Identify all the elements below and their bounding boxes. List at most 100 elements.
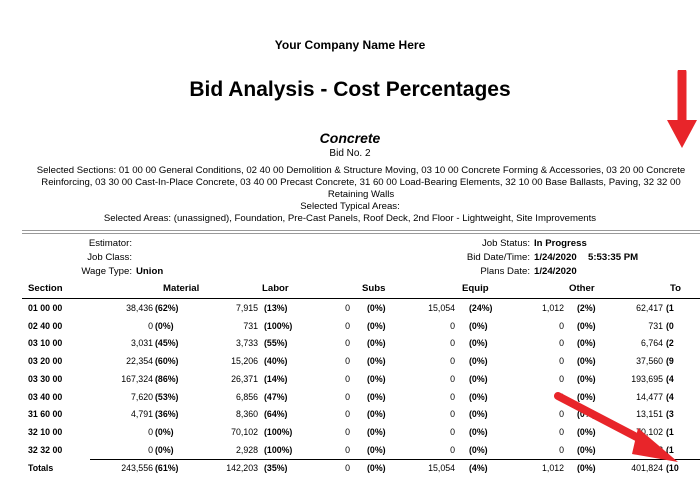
subs-percent: (0%) xyxy=(367,356,386,367)
equip-value: 0 xyxy=(450,356,455,367)
equip-value: 0 xyxy=(450,444,455,455)
labor-percent: (100%) xyxy=(264,426,293,437)
labor-value: 15,206 xyxy=(231,356,258,367)
labor-percent: (14%) xyxy=(264,373,288,384)
totals-label: Totals xyxy=(28,463,54,473)
subs-value: 0 xyxy=(345,356,350,367)
equip-value: 0 xyxy=(450,373,455,384)
subs-value: 0 xyxy=(345,303,350,313)
total-percent: (9 xyxy=(666,356,674,367)
column-header-other: Other xyxy=(569,283,595,294)
section-code: 31 60 00 xyxy=(28,409,63,420)
labor-percent: (13%) xyxy=(264,303,288,313)
subs-value: 0 xyxy=(345,373,350,384)
other-percent: (2%) xyxy=(577,303,596,313)
subs-percent: (0%) xyxy=(367,391,386,402)
equip-percent: (0%) xyxy=(469,426,488,437)
column-header-subs: Subs xyxy=(362,283,386,294)
total-value: 6,764 xyxy=(640,338,663,349)
bid-number: Bid No. 2 xyxy=(329,148,371,159)
section-code: 01 00 00 xyxy=(28,303,63,313)
subs-percent: (0%) xyxy=(367,373,386,384)
total-percent: (1 xyxy=(666,303,674,313)
section-code: 32 32 00 xyxy=(28,444,63,455)
divider xyxy=(22,233,700,234)
equip-percent: (0%) xyxy=(469,444,488,455)
plans-date-label: Plans Date: xyxy=(480,266,530,277)
total-percent: (3 xyxy=(666,409,674,420)
other-value: 0 xyxy=(559,444,564,455)
subs-percent: (0%) xyxy=(367,409,386,420)
labor-percent: (35%) xyxy=(264,463,288,473)
subs-percent: (0%) xyxy=(367,463,386,473)
other-value: 0 xyxy=(559,373,564,384)
total-percent: (4 xyxy=(666,391,674,402)
material-value: 38,436 xyxy=(126,303,153,313)
other-value: 1,012 xyxy=(541,303,564,313)
other-percent: (0%) xyxy=(577,320,596,331)
other-value: 0 xyxy=(559,320,564,331)
total-percent: (0 xyxy=(666,320,674,331)
plans-date-value: 1/24/2020 xyxy=(534,266,577,277)
total-value: 70,102 xyxy=(636,426,663,437)
material-percent: (53%) xyxy=(155,391,179,402)
equip-value: 15,054 xyxy=(428,463,455,473)
other-percent: (0%) xyxy=(577,444,596,455)
equip-value: 0 xyxy=(450,338,455,349)
labor-value: 26,371 xyxy=(231,373,258,384)
other-percent: (0%) xyxy=(577,356,596,367)
subs-value: 0 xyxy=(345,463,350,473)
material-percent: (0%) xyxy=(155,320,174,331)
labor-value: 3,733 xyxy=(235,338,258,349)
project-name: Concrete xyxy=(319,130,381,146)
total-percent: (2 xyxy=(666,338,674,349)
equip-percent: (0%) xyxy=(469,373,488,384)
company-name: Your Company Name Here xyxy=(274,38,426,52)
total-value: 731 xyxy=(648,320,663,331)
labor-value: 7,915 xyxy=(235,303,258,313)
other-percent: (0%) xyxy=(577,391,596,402)
equip-percent: (4%) xyxy=(469,463,488,473)
section-code: 03 40 00 xyxy=(28,391,63,402)
labor-percent: (64%) xyxy=(264,409,288,420)
material-value: 243,556 xyxy=(121,463,153,473)
bid-date-value: 1/24/2020 xyxy=(534,252,577,263)
red-arrow-diagonal-icon xyxy=(554,392,678,462)
bid-date-label: Bid Date/Time: xyxy=(466,252,530,263)
material-value: 0 xyxy=(148,444,153,455)
wage-type-value: Union xyxy=(136,266,164,277)
subs-value: 0 xyxy=(345,409,350,420)
equip-percent: (24%) xyxy=(469,303,493,313)
equip-percent: (0%) xyxy=(469,409,488,420)
total-value: 14,477 xyxy=(636,391,663,402)
equip-percent: (0%) xyxy=(469,320,488,331)
material-value: 3,031 xyxy=(130,338,153,349)
material-percent: (61%) xyxy=(155,463,179,473)
subs-percent: (0%) xyxy=(367,303,386,313)
subs-percent: (0%) xyxy=(367,426,386,437)
section-code: 03 10 00 xyxy=(28,338,63,349)
other-value: 0 xyxy=(559,409,564,420)
selected-areas: Selected Areas: (unassigned), Foundation… xyxy=(103,213,597,224)
other-percent: (0%) xyxy=(577,426,596,437)
material-percent: (36%) xyxy=(155,409,179,420)
material-percent: (45%) xyxy=(155,338,179,349)
total-value: 401,824 xyxy=(631,463,663,473)
material-value: 0 xyxy=(148,426,153,437)
section-code: 03 30 00 xyxy=(28,373,63,384)
subs-value: 0 xyxy=(345,320,350,331)
labor-value: 8,360 xyxy=(235,409,258,420)
labor-percent: (100%) xyxy=(264,320,293,331)
material-value: 167,324 xyxy=(121,373,153,384)
total-percent: (1 xyxy=(666,426,674,437)
labor-value: 70,102 xyxy=(231,426,258,437)
equip-value: 0 xyxy=(450,391,455,402)
subs-value: 0 xyxy=(345,444,350,455)
column-header-material: Material xyxy=(163,283,200,294)
equip-value: 0 xyxy=(450,320,455,331)
report-title: Bid Analysis - Cost Percentages xyxy=(189,78,511,101)
material-value: 0 xyxy=(148,320,153,331)
totals-rule xyxy=(90,459,700,460)
labor-percent: (40%) xyxy=(264,356,288,367)
equip-value: 15,054 xyxy=(428,303,455,313)
